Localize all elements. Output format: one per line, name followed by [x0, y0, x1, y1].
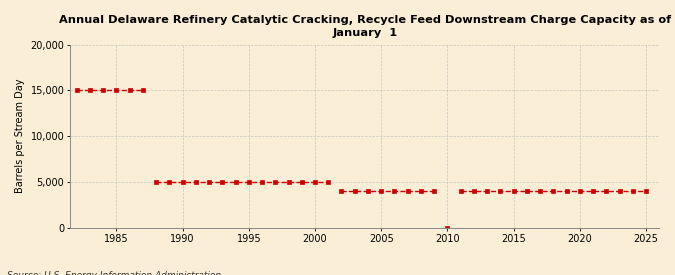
Title: Annual Delaware Refinery Catalytic Cracking, Recycle Feed Downstream Charge Capa: Annual Delaware Refinery Catalytic Crack… — [59, 15, 671, 38]
Text: Source: U.S. Energy Information Administration: Source: U.S. Energy Information Administ… — [7, 271, 221, 275]
Y-axis label: Barrels per Stream Day: Barrels per Stream Day — [15, 79, 25, 194]
